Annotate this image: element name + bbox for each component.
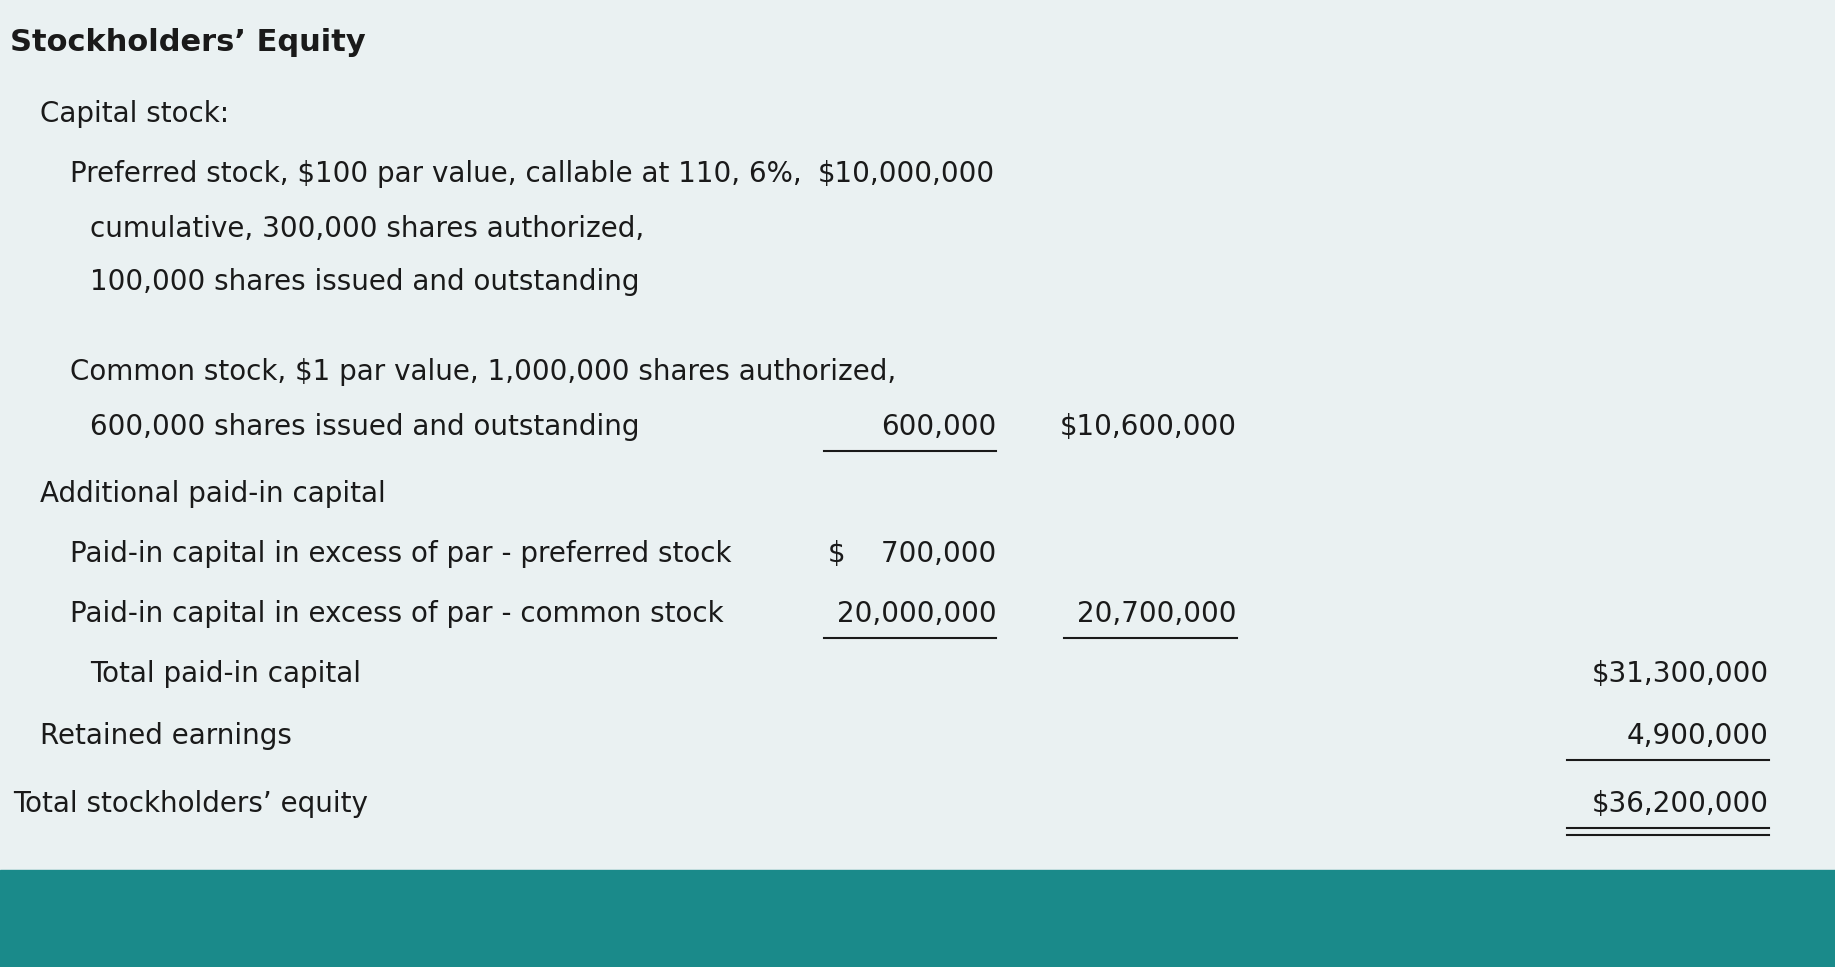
Text: Paid-in capital in excess of par - preferred stock: Paid-in capital in excess of par - prefe… xyxy=(70,540,730,568)
Text: Retained earnings: Retained earnings xyxy=(40,722,292,750)
Text: Total stockholders’ equity: Total stockholders’ equity xyxy=(13,790,367,818)
Text: Paid-in capital in excess of par - common stock: Paid-in capital in excess of par - commo… xyxy=(70,600,723,628)
Text: $10,000,000: $10,000,000 xyxy=(817,160,995,188)
Text: Total paid-in capital: Total paid-in capital xyxy=(90,660,361,688)
Text: Common stock, $1 par value, 1,000,000 shares authorized,: Common stock, $1 par value, 1,000,000 sh… xyxy=(70,358,895,386)
Text: 20,000,000: 20,000,000 xyxy=(837,600,996,628)
Text: $    700,000: $ 700,000 xyxy=(828,540,996,568)
Text: $10,600,000: $10,600,000 xyxy=(1061,413,1237,441)
Text: 600,000: 600,000 xyxy=(881,413,996,441)
Text: Capital stock:: Capital stock: xyxy=(40,100,229,128)
Text: $31,300,000: $31,300,000 xyxy=(1591,660,1769,688)
Text: 4,900,000: 4,900,000 xyxy=(1628,722,1769,750)
Text: cumulative, 300,000 shares authorized,: cumulative, 300,000 shares authorized, xyxy=(90,215,644,243)
Text: Preferred stock, $100 par value, callable at 110, 6%,: Preferred stock, $100 par value, callabl… xyxy=(70,160,802,188)
Text: 100,000 shares issued and outstanding: 100,000 shares issued and outstanding xyxy=(90,268,639,296)
Text: Stockholders’ Equity: Stockholders’ Equity xyxy=(9,28,365,57)
Bar xyxy=(0,870,1835,967)
Text: $36,200,000: $36,200,000 xyxy=(1593,790,1769,818)
Text: 20,700,000: 20,700,000 xyxy=(1077,600,1237,628)
Text: 600,000 shares issued and outstanding: 600,000 shares issued and outstanding xyxy=(90,413,639,441)
Text: Additional paid-in capital: Additional paid-in capital xyxy=(40,480,385,508)
